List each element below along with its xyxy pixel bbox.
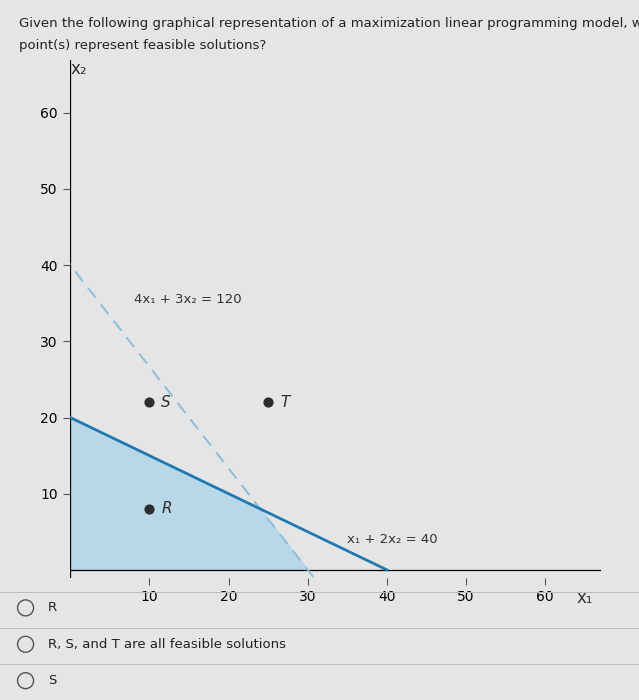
Text: R, S, and T are all feasible solutions: R, S, and T are all feasible solutions <box>48 638 286 651</box>
Text: x₁ + 2x₂ = 40: x₁ + 2x₂ = 40 <box>348 533 438 546</box>
Point <box>144 503 155 514</box>
Point <box>263 397 273 408</box>
Point <box>144 397 155 408</box>
Text: S: S <box>161 395 171 409</box>
Text: Given the following graphical representation of a maximization linear programmin: Given the following graphical representa… <box>19 18 639 31</box>
Text: R: R <box>48 601 57 615</box>
Text: 4x₁ + 3x₂ = 120: 4x₁ + 3x₂ = 120 <box>134 293 242 307</box>
Text: x₂: x₂ <box>70 60 87 78</box>
Text: R: R <box>161 501 172 517</box>
Text: T: T <box>280 395 289 409</box>
Text: x₁: x₁ <box>576 589 593 607</box>
Text: S: S <box>48 674 56 687</box>
Polygon shape <box>70 417 308 570</box>
Text: point(s) represent feasible solutions?: point(s) represent feasible solutions? <box>19 38 266 52</box>
